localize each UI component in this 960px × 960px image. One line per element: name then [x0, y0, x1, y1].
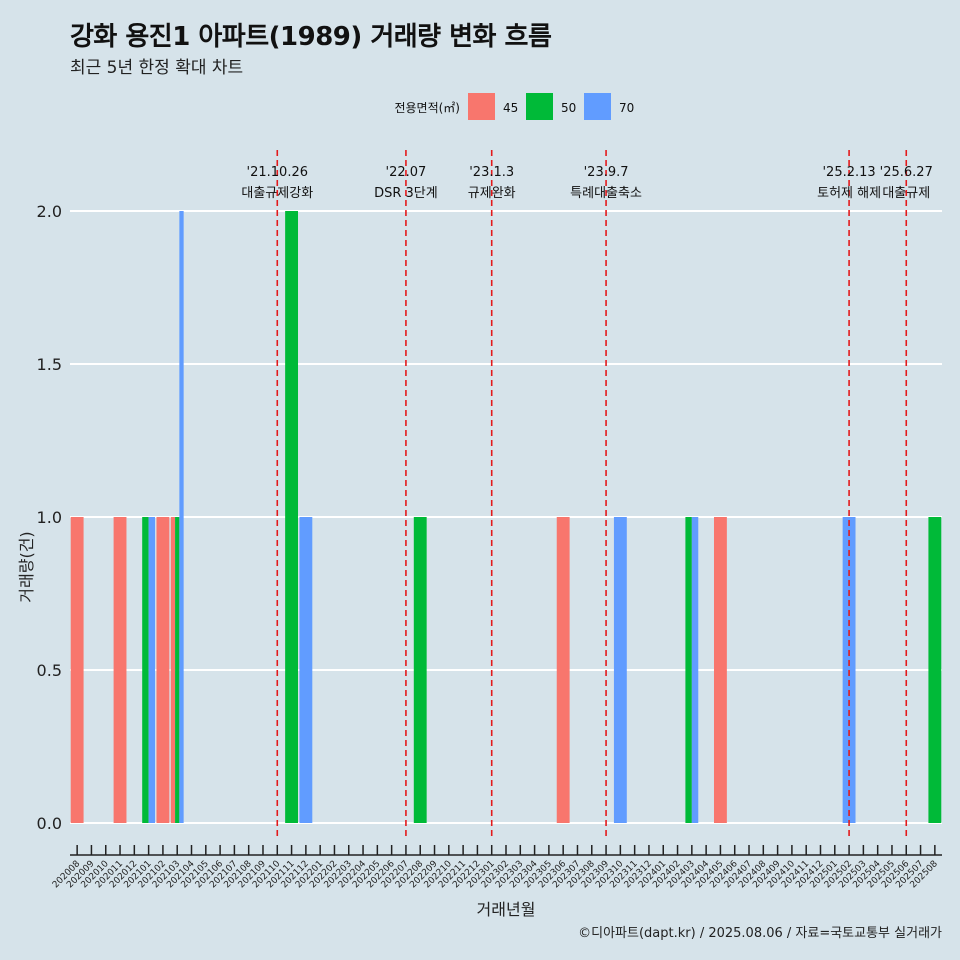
- bar-202101-50: [142, 517, 149, 823]
- event-date-label: '23.1.3: [469, 165, 514, 180]
- bars: [70, 211, 942, 823]
- bar-202102-45: [156, 517, 170, 823]
- bar-202310-70: [613, 517, 627, 823]
- y-tick-label: 1.0: [37, 508, 62, 527]
- event-name-label: 규제완화: [468, 186, 516, 201]
- y-tick-label: 0.5: [37, 661, 62, 680]
- y-axis-title: 거래량(건): [17, 531, 36, 602]
- event-date-label: '21.10.26: [247, 165, 308, 180]
- legend-swatch-50: [526, 93, 553, 120]
- bar-202103-50: [175, 517, 180, 823]
- legend-title: 전용면적(㎡): [394, 101, 460, 115]
- grid-lines: [70, 210, 942, 824]
- legend-swatch-70: [584, 93, 611, 120]
- bar-202403-50: [685, 517, 692, 823]
- event-markers: '21.10.26 대출규제강화 '22.07 DSR 3단계 '23.1.3 규제완화 '…: [241, 150, 933, 840]
- bar-202405-45: [713, 517, 727, 823]
- bar-202011-45: [113, 517, 127, 823]
- legend-label-45: 45: [503, 101, 518, 115]
- page-title: 강화 용진1 아파트(1989) 거래량 변화 흐름: [70, 22, 552, 52]
- source-caption: ©디아파트(dapt.kr) / 2025.08.06 / 자료=국토교통부 실…: [578, 926, 942, 941]
- page-subtitle: 최근 5년 한정 확대 차트: [70, 58, 244, 78]
- legend: 전용면적(㎡) 45 50 70: [394, 93, 634, 120]
- bar-202508-50: [928, 517, 942, 823]
- bar-202111-50: [285, 211, 299, 823]
- event-date-label: '22.07: [386, 165, 427, 180]
- y-tick-label: 2.0: [37, 202, 62, 221]
- y-tick-label: 0.0: [37, 814, 62, 833]
- event-date-label: '25.6.27: [880, 165, 933, 180]
- event-date-label: '25.2.13: [822, 165, 875, 180]
- event-name-label: DSR 3단계: [374, 186, 438, 201]
- legend-label-70: 70: [619, 101, 634, 115]
- bar-202101-70: [148, 517, 156, 823]
- event-name-label: 대출규제: [882, 186, 930, 201]
- x-axis-title: 거래년월: [477, 900, 536, 919]
- bar-202306-45: [556, 517, 570, 823]
- bar-202103-70: [179, 211, 184, 823]
- bar-202403-70: [691, 517, 699, 823]
- event-date-label: '23.9.7: [584, 165, 629, 180]
- bar-202208-50: [413, 517, 427, 823]
- event-name-label: 대출규제강화: [241, 186, 313, 201]
- y-tick-label: 1.5: [37, 355, 62, 374]
- bar-202008-45: [70, 517, 84, 823]
- legend-swatch-45: [468, 93, 495, 120]
- legend-label-50: 50: [561, 101, 576, 115]
- bar-202103-45: [170, 517, 176, 823]
- axes: 0.00.51.01.52.02020082020092020102020112…: [17, 202, 942, 919]
- event-name-label: 토허제 해제: [817, 186, 881, 201]
- bar-202112-70: [299, 517, 313, 823]
- event-name-label: 특례대출축소: [570, 186, 642, 201]
